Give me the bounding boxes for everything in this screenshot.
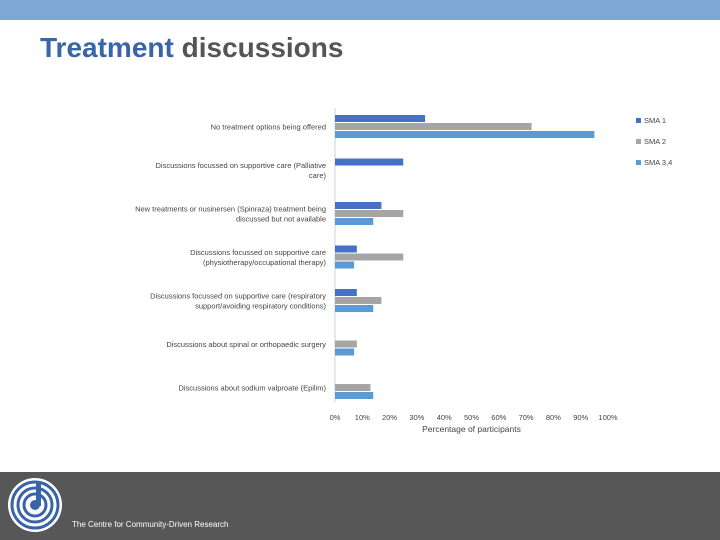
bar bbox=[335, 115, 426, 122]
legend-label: SMA 3,4 bbox=[644, 158, 672, 167]
bar bbox=[335, 384, 371, 391]
bar bbox=[335, 218, 374, 225]
bar bbox=[335, 158, 404, 166]
bar bbox=[335, 131, 595, 138]
x-tick-label: 80% bbox=[546, 413, 561, 422]
bar bbox=[335, 253, 404, 261]
bar bbox=[335, 392, 374, 399]
bar bbox=[335, 202, 382, 209]
category-label: Discussions about spinal or orthopaedic … bbox=[166, 340, 326, 349]
legend-swatch bbox=[636, 118, 641, 123]
x-tick-label: 40% bbox=[437, 413, 452, 422]
horizontal-bar-chart: No treatment options being offered Discus… bbox=[135, 108, 672, 434]
category-label: Discussions about sodium valproate (Epil… bbox=[178, 384, 326, 393]
slide-title: Treatment discussions bbox=[40, 32, 343, 64]
bar bbox=[335, 261, 355, 269]
ccdr-logo-icon bbox=[8, 478, 62, 532]
bar bbox=[335, 340, 357, 348]
x-axis-title: Percentage of participants bbox=[422, 424, 521, 434]
x-tick-label: 10% bbox=[355, 413, 370, 422]
x-tick-label: 20% bbox=[382, 413, 397, 422]
category-label: Discussions focussed on supportive care … bbox=[156, 161, 327, 180]
legend-label: SMA 1 bbox=[644, 116, 666, 125]
x-tick-label: 70% bbox=[519, 413, 534, 422]
bar bbox=[335, 305, 374, 312]
top-banner bbox=[0, 0, 720, 20]
x-tick-label: 50% bbox=[464, 413, 479, 422]
bar bbox=[335, 348, 355, 356]
legend-swatch bbox=[636, 139, 641, 144]
bar bbox=[335, 289, 357, 296]
x-tick-label: 30% bbox=[409, 413, 424, 422]
footer-bar bbox=[0, 472, 720, 540]
footer-organisation-name: The Centre for Community-Driven Research bbox=[72, 520, 229, 529]
slide-title-part2: discussions bbox=[181, 32, 344, 63]
bar bbox=[335, 210, 404, 217]
category-label: Discussions focussed on supportive care … bbox=[150, 292, 326, 311]
category-label: No treatment options being offered bbox=[211, 123, 326, 132]
legend-swatch bbox=[636, 160, 641, 165]
category-label: New treatments or nusinersen (Spinraza) … bbox=[135, 205, 326, 224]
bar bbox=[335, 123, 532, 130]
x-tick-label: 90% bbox=[573, 413, 588, 422]
category-label: Discussions focussed on supportive care(… bbox=[190, 248, 326, 267]
slide-title-part1: Treatment bbox=[40, 32, 174, 63]
bar bbox=[335, 297, 382, 304]
x-tick-label: 60% bbox=[491, 413, 506, 422]
x-tick-label: 100% bbox=[598, 413, 618, 422]
x-tick-label: 0% bbox=[330, 413, 341, 422]
legend-label: SMA 2 bbox=[644, 137, 666, 146]
bar bbox=[335, 245, 357, 253]
